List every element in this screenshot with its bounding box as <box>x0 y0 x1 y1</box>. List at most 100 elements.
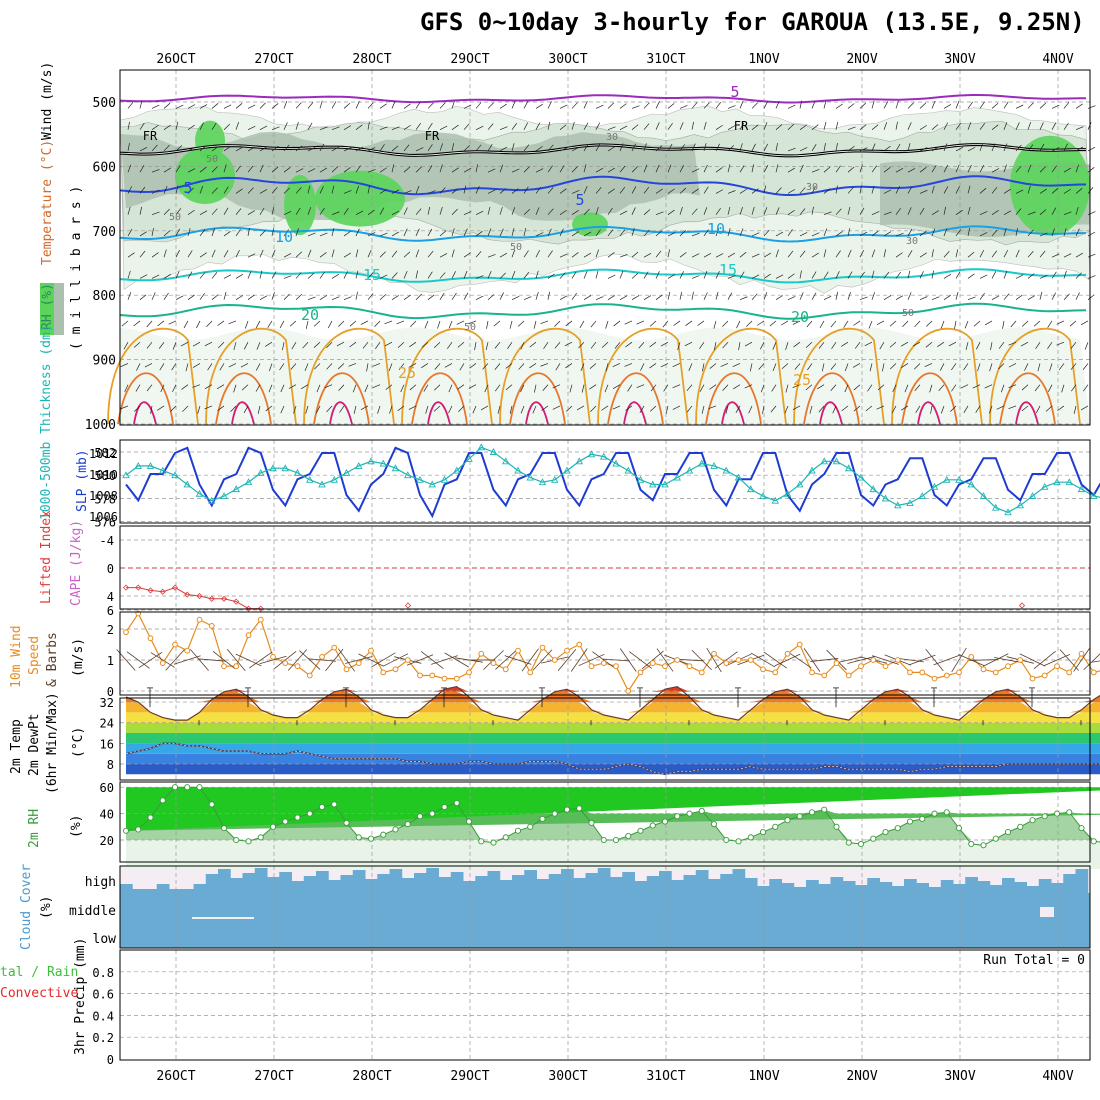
thickness-point <box>612 459 620 467</box>
rh-contour-label: 50 <box>902 308 914 319</box>
upper-wind-barb <box>727 228 731 237</box>
upper-wind-barb <box>823 271 829 279</box>
rh-legend-swatch <box>54 283 64 335</box>
cloud-high-bar <box>426 868 439 893</box>
isotherm-35 <box>623 401 647 425</box>
upper-wind-barb <box>211 103 219 109</box>
upper-wind-barb <box>391 145 399 152</box>
cloud-high-bar <box>977 881 991 893</box>
cloud-high-bar <box>965 877 978 893</box>
upper-wind-barb <box>542 384 549 391</box>
upper-wind-barb <box>240 363 249 368</box>
rh-point <box>269 823 277 830</box>
upper-wind-barb <box>787 209 795 215</box>
upper-wind-barb <box>448 384 453 393</box>
upper-wind-barb <box>871 143 876 152</box>
upper-wind-barb <box>468 384 477 389</box>
upper-wind-barb <box>727 164 731 173</box>
upper-wind-barb <box>895 252 903 258</box>
thickness-point <box>820 457 829 465</box>
upper-wind-barb <box>547 144 554 152</box>
upper-wind-barb <box>268 384 273 393</box>
cloud-high-bar <box>279 872 292 893</box>
bottom-date-label: 4NOV <box>1042 1069 1073 1084</box>
upper-wind-barb <box>288 384 297 389</box>
cloud-high-bar <box>842 881 856 893</box>
upper-wind-barb <box>1047 342 1053 349</box>
upper-wind-barb <box>120 363 129 367</box>
upper-wind-barb <box>456 320 465 325</box>
upper-wind-barb <box>938 384 945 391</box>
upper-wind-barb <box>523 296 532 301</box>
upper-wind-barb <box>709 363 717 369</box>
upper-wind-barb <box>859 124 867 130</box>
cloud-high-bar <box>659 871 672 893</box>
upper-wind-barb <box>679 291 683 300</box>
upper-wind-barb <box>1063 293 1070 300</box>
upper-wind-barb <box>283 293 290 300</box>
upper-wind-barb <box>931 185 935 194</box>
wind-barb <box>382 653 409 667</box>
upper-wind-barb <box>1063 253 1072 258</box>
upper-wind-barb <box>943 186 949 194</box>
upper-wind-barb <box>1069 320 1077 327</box>
wind-speed-point <box>196 616 203 623</box>
thickness-point <box>256 468 265 476</box>
wind-speed-point <box>368 647 374 654</box>
upper-wind-barb <box>532 405 537 414</box>
upper-wind-barb <box>907 186 913 194</box>
upper-ylabel-mb: ( m i l l i b a r s ) <box>69 186 84 350</box>
upper-wind-barb <box>444 363 453 368</box>
upper-wind-barb <box>748 405 753 414</box>
upper-wind-barb <box>316 384 321 393</box>
rh-point <box>184 784 191 791</box>
upper-wind-barb <box>835 103 843 109</box>
upper-wind-barb <box>739 207 743 215</box>
upper-wind-barb <box>595 143 601 152</box>
upper-wind-barb <box>691 208 698 215</box>
upper-wind-barb <box>900 341 909 347</box>
wind-barb <box>872 655 899 665</box>
upper-wind-barb <box>523 101 529 109</box>
upper-wind-barb <box>223 274 232 279</box>
temp-tick-label: 8 <box>107 758 114 772</box>
rh-point <box>784 817 791 824</box>
wind-speed-point <box>564 647 570 654</box>
upper-wind-barb <box>590 341 597 349</box>
cloud-high-bar <box>487 871 501 893</box>
upper-wind-barb <box>967 206 971 215</box>
cloud-row-label: middle <box>69 904 116 919</box>
upper-wind-barb <box>424 320 429 329</box>
wind-speed-point <box>747 657 754 663</box>
upper-wind-barb <box>631 207 636 215</box>
upper-wind-barb <box>643 209 651 215</box>
upper-wind-barb <box>379 232 388 237</box>
upper-wind-barb <box>199 104 208 109</box>
upper-wind-barb <box>1015 122 1020 130</box>
thickness-point <box>330 475 339 483</box>
upper-wind-barb <box>667 274 676 279</box>
upper-wind-barb <box>415 208 422 215</box>
upper-wind-barb <box>146 320 153 328</box>
thickness-point <box>661 480 669 488</box>
upper-wind-barb <box>547 291 550 300</box>
thickness-point <box>599 452 608 460</box>
upper-wind-barb <box>319 186 324 194</box>
thickness-point <box>906 499 914 506</box>
upper-wind-barb <box>943 122 949 130</box>
upper-wind-barb <box>268 363 273 372</box>
upper-wind-barb <box>391 272 398 279</box>
upper-wind-barb <box>943 143 948 152</box>
upper-wind-barb <box>235 229 241 237</box>
upper-ylabel-wind: Wind (m/s) <box>40 62 55 140</box>
upper-wind-barb <box>854 342 861 349</box>
upper-wind-barb <box>163 124 171 130</box>
upper-wind-barb <box>907 250 913 258</box>
upper-wind-barb <box>247 210 256 215</box>
isotherm-label: 25 <box>793 371 811 389</box>
upper-wind-barb <box>660 341 669 347</box>
rh-point <box>135 826 142 833</box>
thickness-point <box>158 466 167 474</box>
upper-wind-barb <box>247 228 250 237</box>
